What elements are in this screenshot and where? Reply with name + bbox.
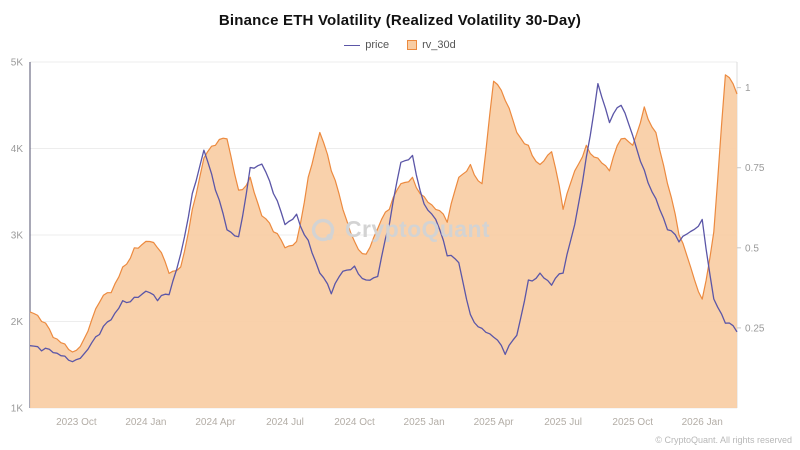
svg-text:3K: 3K [11,231,24,242]
legend-item-rv30d[interactable]: rv_30d [407,39,456,51]
svg-text:1: 1 [745,83,751,94]
svg-text:2025 Apr: 2025 Apr [474,417,515,428]
price-line-swatch [344,44,361,46]
legend: price rv_30d [0,39,800,51]
svg-text:2024 Apr: 2024 Apr [195,417,236,428]
price-legend-label: price [365,39,390,51]
copyright-notice: © CryptoQuant. All rights reserved [655,435,792,445]
svg-text:5K: 5K [11,58,24,69]
svg-text:2025 Oct: 2025 Oct [612,417,653,428]
chart-title: Binance ETH Volatility (Realized Volatil… [218,12,582,29]
svg-text:4K: 4K [11,144,24,155]
svg-text:1K: 1K [11,404,24,415]
svg-text:0.25: 0.25 [745,323,765,334]
rv30d-legend-label: rv_30d [422,39,456,51]
svg-text:2024 Oct: 2024 Oct [334,417,375,428]
legend-item-price[interactable]: price [344,39,389,51]
svg-text:2026 Jan: 2026 Jan [682,417,723,428]
svg-text:2023 Oct: 2023 Oct [56,417,97,428]
svg-text:2025 Jul: 2025 Jul [544,417,582,428]
svg-text:0.75: 0.75 [745,163,765,174]
svg-text:2K: 2K [11,317,24,328]
rv30d-area-swatch [407,40,418,50]
svg-text:0.5: 0.5 [745,243,759,254]
svg-text:2024 Jan: 2024 Jan [125,417,166,428]
svg-text:2025 Jan: 2025 Jan [404,417,445,428]
svg-text:2024 Jul: 2024 Jul [266,417,304,428]
